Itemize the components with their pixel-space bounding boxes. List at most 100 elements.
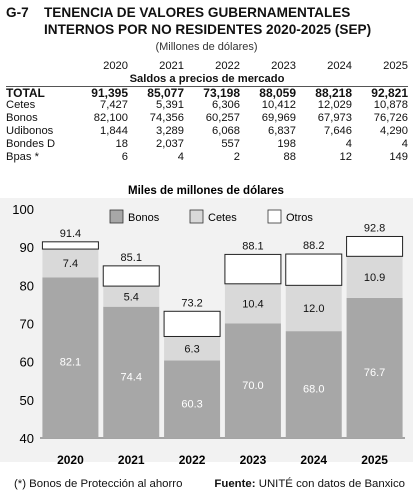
legend-label: Cetes bbox=[208, 212, 237, 224]
source-text: UNITÉ con datos de Banxico bbox=[258, 478, 405, 490]
table-cell: 12 bbox=[339, 150, 352, 163]
data-label-cetes: 12.0 bbox=[303, 303, 324, 315]
bar-cetes bbox=[224, 283, 281, 324]
table-cell: 67,973 bbox=[317, 112, 352, 125]
table-cell: 3,289 bbox=[156, 124, 184, 137]
y-tick-label: 100 bbox=[12, 202, 34, 217]
table-row: Bonos 82,100 74,356 60,257 69,969 67,973 76,72… bbox=[6, 112, 408, 125]
bar-cetes bbox=[42, 249, 99, 278]
table-cell: 74,356 bbox=[149, 112, 184, 125]
bar-otros bbox=[285, 253, 343, 286]
y-tick-label: 40 bbox=[20, 431, 34, 446]
table-cell: 2,037 bbox=[156, 137, 184, 150]
bar-otros bbox=[163, 310, 221, 337]
x-tick-label: 2023 bbox=[240, 453, 267, 467]
y-tick-label: 90 bbox=[20, 240, 34, 255]
table-cell: 6,068 bbox=[212, 124, 240, 137]
table-cell: 4,290 bbox=[380, 124, 408, 137]
table-cell: 5,391 bbox=[156, 99, 184, 112]
x-tick-label: 2025 bbox=[361, 453, 388, 467]
header-blank bbox=[6, 60, 72, 73]
table-cell: 4 bbox=[401, 137, 408, 150]
holdings-table: 2020 2021 2022 2023 2024 2025 Saldos a precios… bbox=[6, 60, 408, 163]
row-label: Bonos bbox=[6, 112, 38, 125]
bar-cetes bbox=[164, 336, 221, 361]
table-cell: 7,646 bbox=[324, 124, 352, 137]
table-row: Cetes 7,427 5,391 6,306 10,412 12,029 10,878 bbox=[6, 99, 408, 112]
data-label-bonos: 74.4 bbox=[121, 371, 142, 383]
row-label: Udibonos bbox=[6, 124, 54, 137]
data-label-cetes: 10.9 bbox=[364, 272, 385, 284]
legend-swatch bbox=[189, 209, 204, 224]
data-label-bonos: 60.3 bbox=[181, 398, 202, 410]
table-cell: 92,821 bbox=[371, 85, 408, 100]
table-cell: 6 bbox=[121, 150, 128, 163]
table-cell: 76,726 bbox=[373, 112, 408, 125]
table-cell: 7,427 bbox=[100, 99, 128, 112]
year-header: 2020 bbox=[103, 60, 128, 72]
table-cell: 557 bbox=[221, 137, 240, 150]
chart-svg: Miles de millones de dólares Bonos Cetes Ot… bbox=[0, 185, 413, 467]
legend-swatch bbox=[267, 209, 282, 224]
year-header: 2025 bbox=[383, 60, 408, 72]
table-cell: 4 bbox=[177, 150, 184, 163]
year-header: 2024 bbox=[327, 60, 352, 72]
table-cell: 6,306 bbox=[212, 99, 240, 112]
table-cell: 10,878 bbox=[373, 99, 408, 112]
data-label-bonos: 82.1 bbox=[60, 357, 81, 369]
table-cell: 82,100 bbox=[93, 112, 128, 125]
y-tick-label: 50 bbox=[20, 393, 34, 408]
footnote: (*) Bonos de Protección al ahorro bbox=[14, 478, 183, 490]
legend-swatch bbox=[109, 209, 124, 224]
y-tick-label: 80 bbox=[20, 278, 34, 293]
data-label-bonos: 68.0 bbox=[303, 384, 324, 396]
table-cell: 18 bbox=[115, 137, 128, 150]
x-tick-label: 2021 bbox=[118, 453, 145, 467]
data-label-cetes: 6.3 bbox=[184, 343, 199, 355]
year-header: 2022 bbox=[215, 60, 240, 72]
bar-otros bbox=[346, 235, 404, 257]
data-label-cetes: 10.4 bbox=[242, 299, 263, 311]
bar-otros bbox=[41, 241, 99, 250]
title-line-1: TENENCIA DE VALORES GUBERNAMENTALES bbox=[44, 5, 351, 20]
y-tick-label: 60 bbox=[20, 355, 34, 370]
table-cell: 88,059 bbox=[259, 85, 296, 100]
data-label-total: 92.8 bbox=[364, 222, 385, 234]
row-label: Bpas * bbox=[6, 150, 39, 163]
data-label-bonos: 76.7 bbox=[364, 367, 385, 379]
table-cell: 149 bbox=[389, 150, 408, 163]
stacked-bar-chart: Miles de millones de dólares Bonos Cetes Ot… bbox=[0, 184, 413, 481]
data-label-cetes: 7.4 bbox=[63, 258, 78, 270]
table-cell: 88,218 bbox=[315, 85, 352, 100]
bar-bonos bbox=[164, 360, 221, 438]
table-cell: 60,257 bbox=[205, 112, 240, 125]
data-label-total: 73.2 bbox=[181, 297, 202, 309]
row-label: TOTAL bbox=[6, 85, 45, 100]
bar-bonos bbox=[224, 323, 281, 438]
legend-label: Bonos bbox=[128, 212, 160, 224]
bar-otros bbox=[224, 253, 282, 285]
data-label-total: 85.1 bbox=[121, 252, 142, 264]
table-cell: 88 bbox=[283, 150, 296, 163]
bar-cetes bbox=[285, 285, 342, 332]
chart-subtitle: Miles de millones de dólares bbox=[128, 185, 284, 197]
table-header-row: 2020 2021 2022 2023 2024 2025 bbox=[6, 60, 408, 73]
bar-cetes bbox=[346, 256, 403, 298]
table-row: TOTAL 91,395 85,077 73,198 88,059 88,218 92,82… bbox=[6, 86, 408, 99]
x-tick-label: 2022 bbox=[179, 453, 206, 467]
table-cell: 85,077 bbox=[147, 85, 184, 100]
table-row: Udibonos 1,844 3,289 6,068 6,837 7,646 4,290 bbox=[6, 125, 408, 138]
table-cell: 198 bbox=[277, 137, 296, 150]
table-cell: 91,395 bbox=[91, 85, 128, 100]
row-label: Cetes bbox=[6, 99, 36, 112]
table-cell: 73,198 bbox=[203, 85, 240, 100]
bar-otros bbox=[102, 265, 160, 287]
bar-bonos bbox=[346, 297, 403, 438]
table-cell: 12,029 bbox=[317, 99, 352, 112]
source-label: Fuente: bbox=[214, 478, 256, 490]
source-note: Fuente: UNITÉ con datos de Banxico bbox=[214, 478, 405, 490]
data-label-cetes: 5.4 bbox=[124, 291, 139, 303]
data-label-bonos: 70.0 bbox=[242, 380, 263, 392]
table-cell: 4 bbox=[345, 137, 352, 150]
x-tick-label: 2020 bbox=[57, 453, 84, 467]
